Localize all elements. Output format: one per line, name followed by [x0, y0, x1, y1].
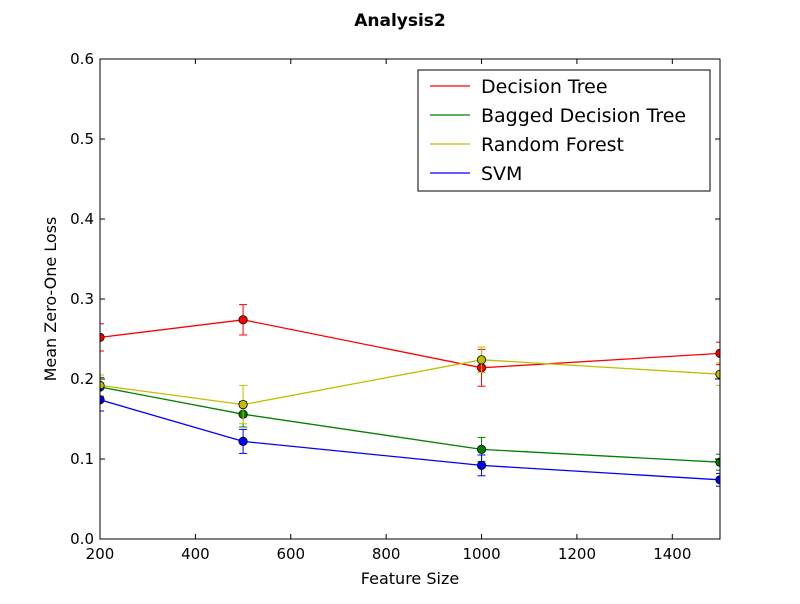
y-axis-label: Mean Zero-One Loss — [41, 217, 60, 382]
y-tick-label: 0.0 — [70, 530, 94, 548]
y-tick-label: 0.1 — [70, 450, 94, 468]
legend-label-decision-tree: Decision Tree — [481, 76, 608, 98]
series-decision-tree — [100, 304, 720, 387]
legend-box — [417, 69, 711, 192]
x-tick-label: 400 — [181, 545, 210, 563]
series-line-svm — [100, 399, 720, 481]
x-tick-label: 1000 — [462, 545, 500, 563]
data-point — [476, 460, 487, 470]
x-tick-label: 1200 — [558, 545, 596, 563]
x-tick-label: 800 — [372, 545, 401, 563]
data-point — [476, 444, 487, 454]
y-tick-label: 0.6 — [70, 50, 94, 68]
legend-label-bagged-decision-tree: Bagged Decision Tree — [481, 105, 686, 127]
series-svm — [100, 388, 720, 487]
y-tick-label: 0.2 — [70, 370, 94, 388]
data-point — [476, 355, 487, 365]
series-bagged-decision-tree — [100, 376, 720, 471]
plot-area — [100, 304, 720, 487]
y-tick-label: 0.3 — [70, 290, 94, 308]
legend: Decision Tree Bagged Decision Tree Random … — [417, 69, 711, 192]
series-random-forest — [100, 346, 720, 425]
y-tick-label: 0.5 — [70, 130, 94, 148]
series-line-decision-tree — [100, 319, 720, 369]
data-point — [238, 315, 248, 325]
chart-title: Analysis2 — [354, 11, 446, 31]
series-line-bagged-decision-tree — [100, 386, 720, 463]
axes: 200 400 600 800 1000 1200 1400 0.0 0.1 0.2 0.3 0.4 0… — [70, 50, 721, 563]
legend-label-svm: SVM — [481, 163, 522, 185]
y-tick-label: 0.4 — [70, 210, 94, 228]
legend-label-random-forest: Random Forest — [481, 134, 624, 156]
x-tick-label: 600 — [276, 545, 305, 563]
x-tick-label: 1400 — [653, 545, 691, 563]
data-point — [238, 399, 248, 410]
series-line-random-forest — [100, 359, 720, 406]
x-tick-label: 200 — [86, 545, 115, 563]
data-point — [238, 436, 248, 446]
x-axis-label: Feature Size — [361, 569, 459, 588]
